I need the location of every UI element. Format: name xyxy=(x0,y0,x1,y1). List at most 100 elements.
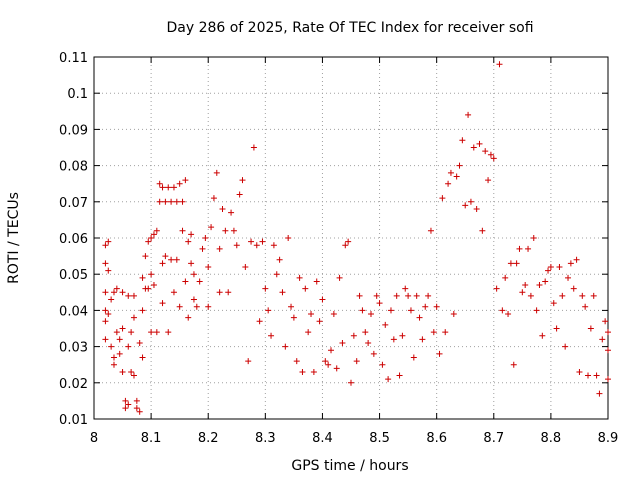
x-axis-title: GPS time / hours xyxy=(291,458,408,474)
data-point xyxy=(442,329,449,336)
data-point xyxy=(279,289,286,296)
data-point xyxy=(582,303,589,310)
data-point xyxy=(302,285,309,292)
data-point xyxy=(487,151,494,158)
data-point xyxy=(276,256,283,263)
data-point xyxy=(270,242,277,249)
data-point xyxy=(387,307,394,314)
data-point xyxy=(170,289,177,296)
x-tick-label: 8.2 xyxy=(198,431,219,446)
data-point xyxy=(133,397,140,404)
data-point xyxy=(202,235,209,241)
data-point xyxy=(370,350,377,357)
data-point xyxy=(359,307,366,314)
data-point xyxy=(285,235,292,241)
data-point xyxy=(462,202,469,209)
data-points xyxy=(102,61,611,415)
data-point xyxy=(499,307,506,314)
data-point xyxy=(407,307,414,314)
data-point xyxy=(139,274,146,281)
data-point xyxy=(290,314,297,321)
data-point xyxy=(430,329,437,336)
x-tick-label: 8.5 xyxy=(369,431,390,446)
data-point xyxy=(399,332,406,339)
data-point xyxy=(250,144,257,151)
x-tick-label: 8.7 xyxy=(483,431,504,446)
data-point xyxy=(605,376,611,383)
data-point xyxy=(345,238,352,245)
x-tick-label: 8.4 xyxy=(312,431,333,446)
data-point xyxy=(479,227,486,234)
data-point xyxy=(162,198,169,205)
data-point xyxy=(510,361,517,368)
x-tick-label: 8.8 xyxy=(541,431,562,446)
data-point xyxy=(450,311,457,318)
data-point xyxy=(150,282,157,289)
x-tick-label: 8 xyxy=(90,431,98,446)
data-point xyxy=(427,227,434,234)
data-point xyxy=(402,285,409,292)
data-point xyxy=(293,358,300,365)
data-point xyxy=(130,292,137,299)
data-point xyxy=(556,263,563,270)
data-point xyxy=(413,292,420,299)
data-point xyxy=(496,61,503,68)
data-point xyxy=(310,368,317,375)
data-point xyxy=(128,329,135,336)
data-point xyxy=(148,329,155,336)
axis-ticks xyxy=(93,56,609,420)
data-point xyxy=(353,358,360,365)
data-point xyxy=(559,292,566,299)
y-tick-label: 0.02 xyxy=(59,377,88,392)
data-point xyxy=(248,238,255,245)
data-point xyxy=(456,162,463,169)
data-point xyxy=(236,191,243,198)
data-point xyxy=(268,332,275,339)
data-point xyxy=(436,350,443,357)
data-point xyxy=(547,263,554,270)
data-point xyxy=(502,274,509,281)
data-point xyxy=(110,354,117,361)
data-point xyxy=(365,339,372,346)
data-point xyxy=(156,198,163,205)
y-tick-label: 0.01 xyxy=(59,413,88,428)
data-point xyxy=(282,343,289,350)
data-point xyxy=(136,408,143,415)
data-point xyxy=(507,260,514,267)
data-point xyxy=(148,271,155,278)
data-point xyxy=(168,198,175,205)
data-point xyxy=(299,368,306,375)
data-point xyxy=(313,278,320,285)
data-point xyxy=(142,253,149,260)
data-point xyxy=(242,263,249,270)
data-point xyxy=(305,329,312,336)
data-point xyxy=(476,140,483,147)
y-tick-label: 0.06 xyxy=(59,232,88,247)
data-point xyxy=(545,267,552,274)
data-point xyxy=(373,292,380,299)
data-point xyxy=(153,329,160,336)
data-point xyxy=(102,260,109,267)
data-point xyxy=(376,300,383,307)
data-point xyxy=(153,227,160,234)
data-point xyxy=(188,231,195,238)
data-point xyxy=(173,256,180,263)
data-point xyxy=(230,227,237,234)
data-point xyxy=(105,311,112,318)
data-point xyxy=(128,368,135,375)
data-point xyxy=(228,209,235,216)
data-point xyxy=(570,285,577,292)
data-point xyxy=(296,274,303,281)
data-point xyxy=(185,314,192,321)
data-point xyxy=(493,285,500,292)
data-point xyxy=(139,307,146,314)
tick-labels: 8 8.1 8.2 8.3 8.4 8.5 8.6 8.7 8.8 8.9 0.01 0.02 0.03… xyxy=(59,51,618,446)
y-tick-label: 0.08 xyxy=(59,160,88,175)
data-point xyxy=(567,260,574,267)
y-tick-label: 0.1 xyxy=(67,87,88,102)
data-point xyxy=(525,245,532,252)
data-point xyxy=(170,184,177,191)
data-point xyxy=(156,180,163,187)
data-point xyxy=(425,292,432,299)
data-point xyxy=(110,289,117,296)
